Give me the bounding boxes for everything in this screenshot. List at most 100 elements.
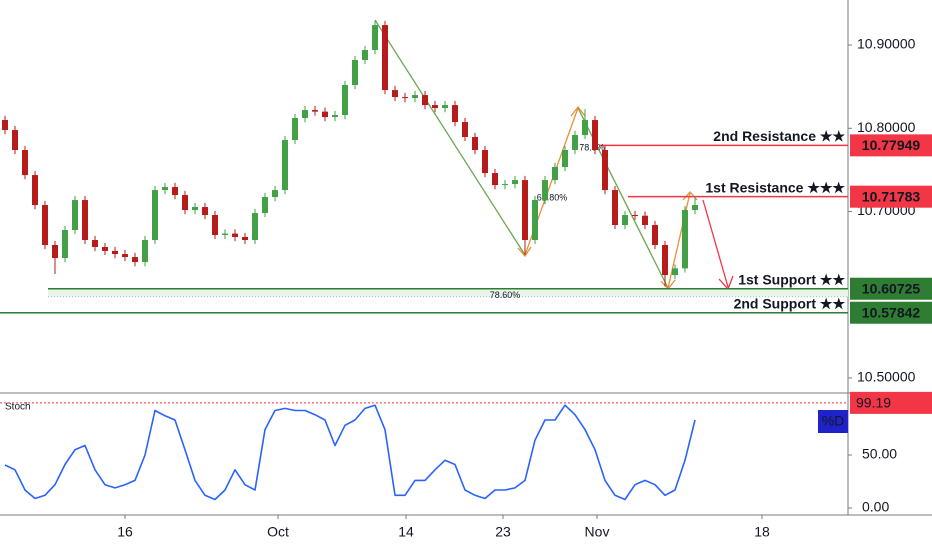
candle-body [442,105,448,109]
pattern-leg [374,19,526,256]
legend-label: %D [822,413,845,429]
indicator-title: Stoch [5,402,31,413]
candle-body [172,187,178,196]
candle-body [692,205,698,211]
candle-body [492,173,498,186]
candle-body [72,200,78,231]
y-tick-label: 0.00 [862,499,889,515]
candle-body [432,105,438,109]
candle-body [542,180,548,201]
candle-body [312,110,318,112]
y-tick-label: 50.00 [862,446,897,462]
candle-body [292,118,298,141]
candle-body [582,120,588,136]
candle-body [402,97,408,99]
candle-body [232,233,238,237]
candle-body [642,215,648,226]
candle-body [2,119,8,131]
candle-body [22,150,28,176]
x-tick-label: 14 [398,524,414,540]
level-label: 2nd Resistance ★★ [713,128,845,144]
candle-body [152,190,158,240]
candle-body [252,213,258,240]
candle-body [422,95,428,106]
candle-body [562,150,568,167]
level-badge-label: 99.19 [856,395,891,411]
candle-body [182,195,188,211]
x-tick-label: Nov [585,524,610,540]
x-tick-label: Oct [267,524,289,540]
candle-body [162,187,168,191]
level-label: 1st Support ★★ [738,271,845,287]
x-tick-label: 16 [117,524,133,540]
candle-body [132,257,138,263]
projection-arrow [702,199,729,288]
candle-body [112,250,118,255]
candle-body [382,25,388,91]
price-badge-label: 10.77949 [862,137,921,153]
candle-body [652,225,658,245]
candle-body [472,137,478,151]
candle-body [62,230,68,259]
x-tick-label: 23 [495,524,511,540]
candle-body [532,200,538,240]
candle-body [122,254,128,258]
price-badge-label: 10.57842 [862,304,921,320]
candle-body [192,207,198,211]
candle-body [452,105,458,123]
fib-label: 61.80% [537,192,568,202]
candle-body [362,50,368,61]
price-badge [850,301,932,324]
candle-body [392,90,398,98]
price-badge [850,185,932,208]
candle-body [142,239,148,263]
level-label: 2nd Support ★★ [734,295,846,311]
fib-label: 78.60% [490,290,521,300]
candle-body [572,135,578,151]
pattern-leg [667,192,691,289]
candle-body [32,175,38,206]
candle-body [282,140,288,191]
arrow-head [517,246,532,258]
candle-body [222,233,228,236]
candle-body [262,197,268,214]
candle-body [332,115,338,118]
candle-body [12,130,18,151]
legend-badge [818,410,848,433]
candle-body [592,120,598,151]
candle-body [272,190,278,198]
candle-body [502,184,508,186]
candle-body [662,244,668,276]
candle-body [42,205,48,245]
level-badge [850,391,932,414]
support-band [48,288,848,297]
stoch-line [4,404,696,501]
candle-body [372,25,378,51]
price-badge-label: 10.71783 [862,188,921,204]
arrow-head [570,105,586,117]
price-badge [850,134,932,157]
candle-body [612,190,618,226]
candle-body [92,239,98,247]
candle-body [52,244,58,259]
candle-body [602,150,608,191]
candle-body [522,180,528,240]
candle-body [322,111,328,118]
candle-body [622,215,628,226]
candle-body [672,268,678,276]
candle-body [302,110,308,119]
y-tick-label: 10.50000 [857,369,916,385]
y-tick-label: 10.80000 [857,119,916,135]
candle-body [552,166,558,181]
candle-body [102,246,108,251]
price-badge [850,277,932,300]
candle-body [202,207,208,216]
candle-body [482,150,488,174]
candle-body [82,200,88,240]
x-tick-label: 18 [754,524,770,540]
candle-body [352,60,358,85]
candle-body [632,215,638,217]
